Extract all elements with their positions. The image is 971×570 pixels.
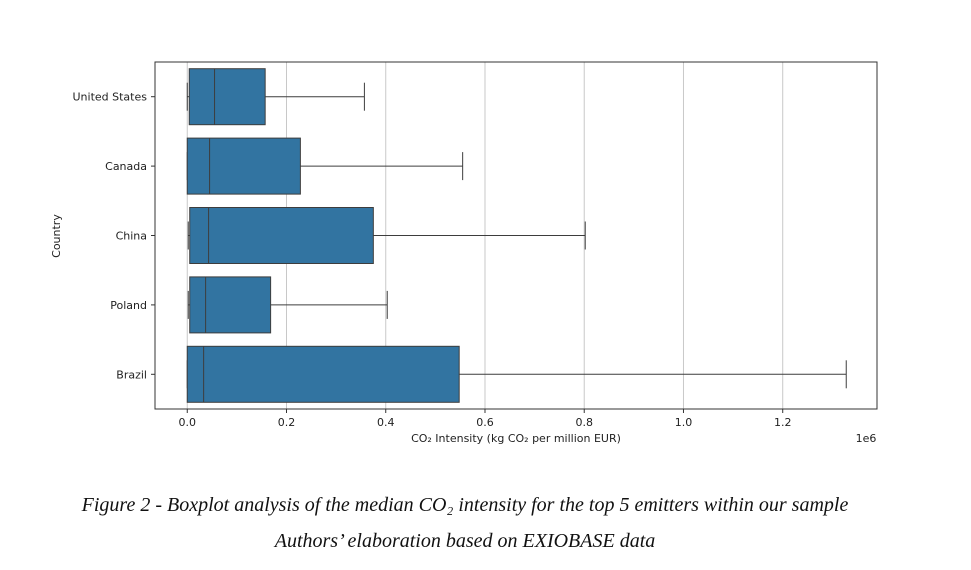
y-axis-label: Country bbox=[50, 214, 63, 258]
y-tick-label: Poland bbox=[110, 299, 147, 312]
box-united-states bbox=[188, 68, 266, 126]
y-tick-label: Canada bbox=[105, 160, 147, 173]
x-scale-label: 1e6 bbox=[856, 432, 877, 445]
x-tick-label: 0.4 bbox=[377, 416, 395, 429]
y-tick-label: China bbox=[116, 230, 147, 243]
figure-caption: Figure 2 - Boxplot analysis of the media… bbox=[81, 494, 849, 516]
box-china bbox=[189, 207, 374, 264]
x-tick-label: 0.8 bbox=[575, 416, 593, 429]
box-canada bbox=[186, 137, 301, 195]
y-tick-label: Brazil bbox=[116, 368, 147, 381]
box-brazil bbox=[186, 345, 460, 403]
boxplot-chart: 0.0 0.2 0.4 0.6 0.8 1.0 1.2 United States Canad… bbox=[50, 61, 878, 445]
figure-source: Authors’ elaboration based on EXIOBASE d… bbox=[274, 530, 656, 552]
box-poland bbox=[189, 276, 272, 334]
y-tick-label: United States bbox=[73, 91, 148, 104]
x-tick-label: 0.6 bbox=[476, 416, 494, 429]
x-axis-label: CO₂ Intensity (kg CO₂ per million EUR) bbox=[411, 432, 621, 445]
x-tick-label: 0.0 bbox=[179, 416, 197, 429]
x-tick-label: 0.2 bbox=[278, 416, 296, 429]
x-tick-label: 1.0 bbox=[675, 416, 693, 429]
x-tick-label: 1.2 bbox=[774, 416, 792, 429]
